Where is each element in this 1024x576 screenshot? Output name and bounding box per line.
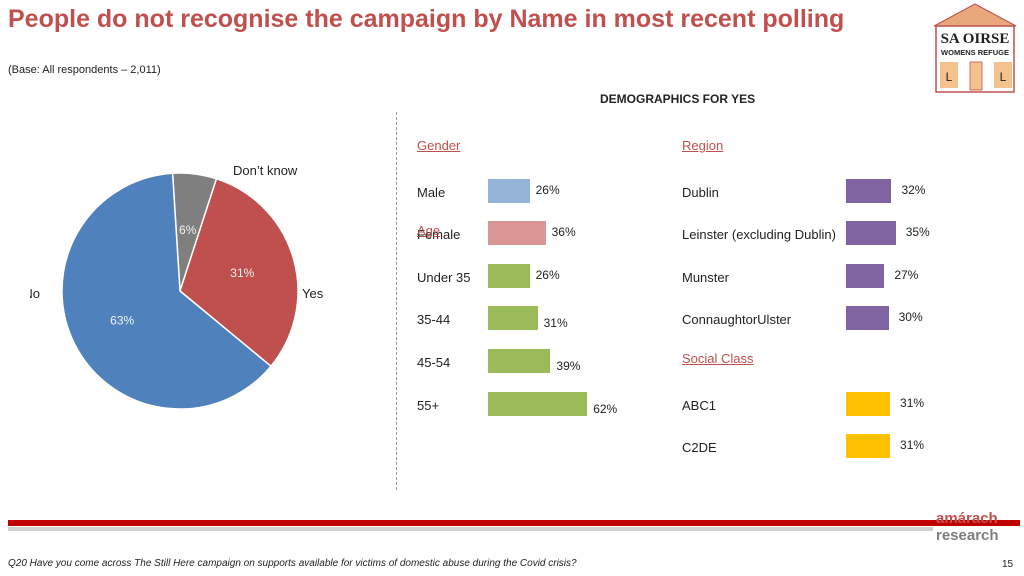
pie-chart: 6% Don’t know 31% Yes 63% No (30, 163, 324, 410)
saoirse-logo: SA OIRSE WOMENS REFUGE L L (933, 3, 1017, 93)
brand-line-2: research (936, 527, 999, 544)
bar-value-label: 62% (593, 401, 618, 416)
amarach-logo: amárach research (936, 510, 1020, 544)
footer-rule-secondary (8, 527, 933, 531)
bar-c2de (846, 434, 891, 459)
bar-leinster-excluding-dublin- (846, 221, 896, 246)
demographics-heading: DEMOGRAPHICS FOR YES (600, 92, 756, 106)
row-label: Female (417, 227, 461, 243)
row-label: 55+ (417, 397, 440, 413)
bar-45-54 (488, 349, 551, 373)
logo-text-1: SA OIRSE (941, 31, 1010, 47)
pie-category-label: Yes (302, 286, 324, 301)
page-number: 15 (1002, 559, 1014, 570)
bar-value-label: 32% (901, 182, 926, 197)
bar-abc1 (846, 391, 891, 416)
pie-category-label: No (30, 286, 40, 301)
category-heading: Social Class (682, 351, 754, 366)
pie-value-label: 63% (110, 313, 134, 327)
bar-value-label: 35% (905, 225, 930, 240)
brand-line-1: amárach (936, 510, 998, 527)
row-label: 35-44 (417, 312, 451, 328)
base-note: (Base: All respondents – 2,011) (8, 64, 161, 76)
row-label: Dublin (682, 184, 719, 200)
bar-dublin (846, 178, 892, 203)
logo-door-letter: L (1000, 70, 1007, 84)
row-label: Male (417, 184, 446, 200)
bar-value-label: 36% (551, 225, 576, 240)
logo-text-2: WOMENS REFUGE (941, 48, 1009, 57)
bar-value-label: 30% (898, 310, 923, 325)
bar-35-44 (488, 306, 538, 331)
category-heading: Region (682, 138, 724, 153)
pie-category-label: Don’t know (233, 163, 298, 178)
bar-male (488, 178, 530, 203)
bar-value-label: 31% (543, 316, 568, 331)
bar-female (488, 221, 546, 246)
category-heading: Gender (417, 138, 461, 153)
row-label: Under 35 (417, 269, 471, 285)
pie-slice-no (61, 172, 272, 410)
row-label: 45-54 (417, 355, 451, 370)
pie-value-label: 31% (230, 266, 254, 280)
question-text: Q20 Have you come across The Still Here … (8, 558, 577, 569)
pie-slice-yes (179, 177, 299, 368)
bar-munster (846, 263, 885, 288)
logo-door-letter: L (946, 70, 953, 84)
bar-value-label: 27% (894, 267, 919, 282)
row-label: ABC1 (682, 397, 716, 413)
divider (396, 112, 397, 490)
bar-value-label: 31% (900, 438, 925, 453)
pie-value-label: 6% (179, 223, 197, 237)
page-title: People do not recognise the campaign by … (8, 5, 845, 33)
footer-rule (8, 520, 1020, 526)
bar-value-label: 39% (556, 359, 581, 373)
bar-value-label: 31% (900, 395, 925, 410)
row-label: C2DE (682, 440, 717, 456)
bar-connaughtorulster (846, 306, 889, 331)
category-heading: Age (417, 223, 441, 239)
row-label: Munster (682, 269, 729, 285)
bar-value-label: 26% (535, 267, 560, 282)
row-label: Leinster (excluding Dublin) (682, 227, 836, 243)
bar-55- (488, 391, 588, 416)
bar-value-label: 26% (535, 182, 560, 197)
row-label: ConnaughtorUlster (682, 312, 792, 328)
bar-under-35 (488, 263, 530, 288)
